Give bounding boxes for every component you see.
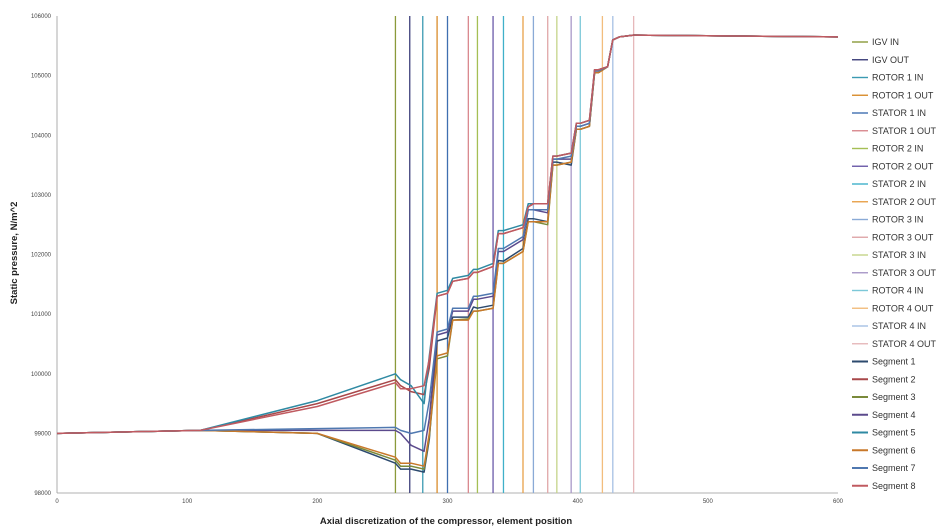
legend-label: Segment 6 <box>872 445 916 455</box>
series-lines <box>56 34 839 473</box>
x-tick-label: 100 <box>182 499 193 505</box>
legend: IGV IN IGV OUT ROTOR 1 IN ROTOR 1 OUT STATOR… <box>852 37 937 491</box>
series-line <box>56 34 839 435</box>
y-tick-label: 106000 <box>31 14 52 20</box>
y-tick-label: 104000 <box>31 133 52 139</box>
x-tick-label: 600 <box>833 499 844 505</box>
legend-label: Segment 5 <box>872 428 916 438</box>
legend-label: Segment 1 <box>872 357 916 367</box>
legend-label: Segment 3 <box>872 392 916 402</box>
x-tick-label: 500 <box>703 499 714 505</box>
y-tick-label: 100000 <box>31 372 52 378</box>
x-tick-label: 300 <box>442 499 453 505</box>
x-tick-label: 200 <box>312 499 323 505</box>
y-axis-title: Static pressure, N/m^2 <box>9 202 20 305</box>
y-tick-label: 105000 <box>31 74 52 80</box>
legend-label: ROTOR 4 IN <box>872 286 923 296</box>
legend-label: ROTOR 2 OUT <box>872 161 934 171</box>
y-tick-label: 99000 <box>34 431 51 437</box>
y-tick-label: 101000 <box>31 312 52 318</box>
y-tick-label: 103000 <box>31 193 52 199</box>
legend-label: Segment 2 <box>872 374 916 384</box>
legend-label: STATOR 2 IN <box>872 179 926 189</box>
legend-label: STATOR 4 OUT <box>872 339 937 349</box>
plot-area <box>56 16 839 494</box>
y-tick-label: 98000 <box>34 491 51 497</box>
legend-label: STATOR 2 OUT <box>872 197 937 207</box>
legend-label: STATOR 3 OUT <box>872 268 937 278</box>
legend-label: IGV OUT <box>872 55 910 65</box>
series-line <box>56 34 839 467</box>
legend-label: ROTOR 1 IN <box>872 73 923 83</box>
legend-label: STATOR 1 OUT <box>872 126 937 136</box>
x-tick-label: 400 <box>573 499 584 505</box>
x-axis-title: Axial discretization of the compressor, … <box>320 516 573 527</box>
x-tick-label: 0 <box>55 499 59 505</box>
legend-label: IGV IN <box>872 37 899 47</box>
legend-label: STATOR 4 IN <box>872 321 926 331</box>
legend-label: STATOR 1 IN <box>872 108 926 118</box>
legend-label: STATOR 3 IN <box>872 250 926 260</box>
legend-label: ROTOR 3 IN <box>872 215 923 225</box>
legend-label: Segment 8 <box>872 481 916 491</box>
legend-label: ROTOR 2 IN <box>872 144 923 154</box>
x-axis-ticks: 0 100 200 300 400 500 600 <box>55 499 843 505</box>
y-axis-ticks: 98000 99000 100000 101000 102000 103000 104000… <box>31 14 52 497</box>
legend-label: Segment 4 <box>872 410 916 420</box>
station-lines <box>394 16 635 493</box>
legend-label: Segment 7 <box>872 463 916 473</box>
series-line <box>56 34 839 435</box>
legend-label: ROTOR 3 OUT <box>872 232 934 242</box>
y-tick-label: 102000 <box>31 253 52 259</box>
legend-label: ROTOR 4 OUT <box>872 303 934 313</box>
legend-label: ROTOR 1 OUT <box>872 90 934 100</box>
